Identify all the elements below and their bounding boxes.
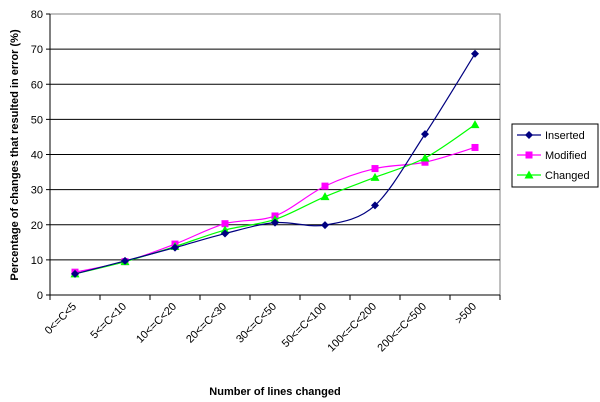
legend-marker — [525, 151, 533, 159]
data-point-modified — [371, 165, 379, 173]
series-line-inserted — [74, 53, 476, 275]
legend-label: Inserted — [545, 130, 585, 142]
data-point-changed — [320, 192, 330, 201]
data-point-inserted — [321, 221, 329, 230]
x-tick-label: 200<=C<500 — [375, 301, 429, 355]
x-tick-label: 20<=C<30 — [184, 301, 229, 346]
y-axis-ticks: 0 10 20 30 40 50 60 70 80 — [31, 9, 500, 302]
y-axis-title: Percentage of changes that resulted in e… — [9, 29, 21, 281]
x-tick-label: 0<=C<5 — [43, 301, 79, 337]
y-tick-label: 70 — [31, 44, 43, 56]
y-tick-label: 20 — [31, 220, 43, 232]
data-point-inserted — [421, 130, 429, 139]
data-point-inserted — [371, 201, 379, 210]
y-tick-label: 60 — [31, 79, 43, 91]
legend-label: Changed — [545, 170, 590, 182]
data-point-inserted — [71, 269, 79, 278]
series-inserted — [71, 49, 479, 278]
x-tick-label: 5<=C<10 — [88, 301, 129, 342]
y-tick-label: 50 — [31, 114, 43, 126]
y-tick-label: 30 — [31, 185, 43, 197]
x-tick-label: 10<=C<20 — [134, 301, 179, 346]
x-tick-label: >500 — [453, 301, 479, 327]
data-point-changed — [370, 172, 380, 181]
data-point-changed — [220, 225, 230, 234]
y-tick-label: 40 — [31, 150, 43, 162]
x-tick-label: 30<=C<50 — [234, 301, 279, 346]
y-tick-label: 0 — [37, 290, 43, 302]
data-point-inserted — [271, 218, 279, 227]
data-point-inserted — [471, 49, 479, 58]
data-point-modified — [321, 182, 329, 190]
legend-marker — [524, 170, 534, 179]
data-point-modified — [471, 143, 479, 151]
x-axis-title: Number of lines changed — [209, 386, 340, 398]
x-tick-label: 50<=C<100 — [280, 301, 329, 350]
data-point-inserted — [221, 229, 229, 238]
series-layer — [70, 49, 480, 278]
data-point-inserted — [171, 243, 179, 252]
data-point-modified — [421, 158, 429, 166]
legend-marker — [525, 131, 533, 139]
data-point-changed — [470, 120, 480, 129]
x-axis-ticks: 0<=C<5 5<=C<10 10<=C<20 20<=C<30 30<=C<50 50<… — [43, 295, 501, 355]
y-tick-label: 80 — [31, 9, 43, 21]
data-point-changed — [420, 153, 430, 162]
legend: Inserted Modified Changed — [511, 123, 599, 188]
y-tick-label: 10 — [31, 255, 43, 267]
x-tick-label: 100<=C<200 — [325, 301, 379, 355]
legend-label: Modified — [545, 150, 587, 162]
data-point-modified — [221, 220, 229, 228]
data-point-inserted — [121, 256, 129, 265]
